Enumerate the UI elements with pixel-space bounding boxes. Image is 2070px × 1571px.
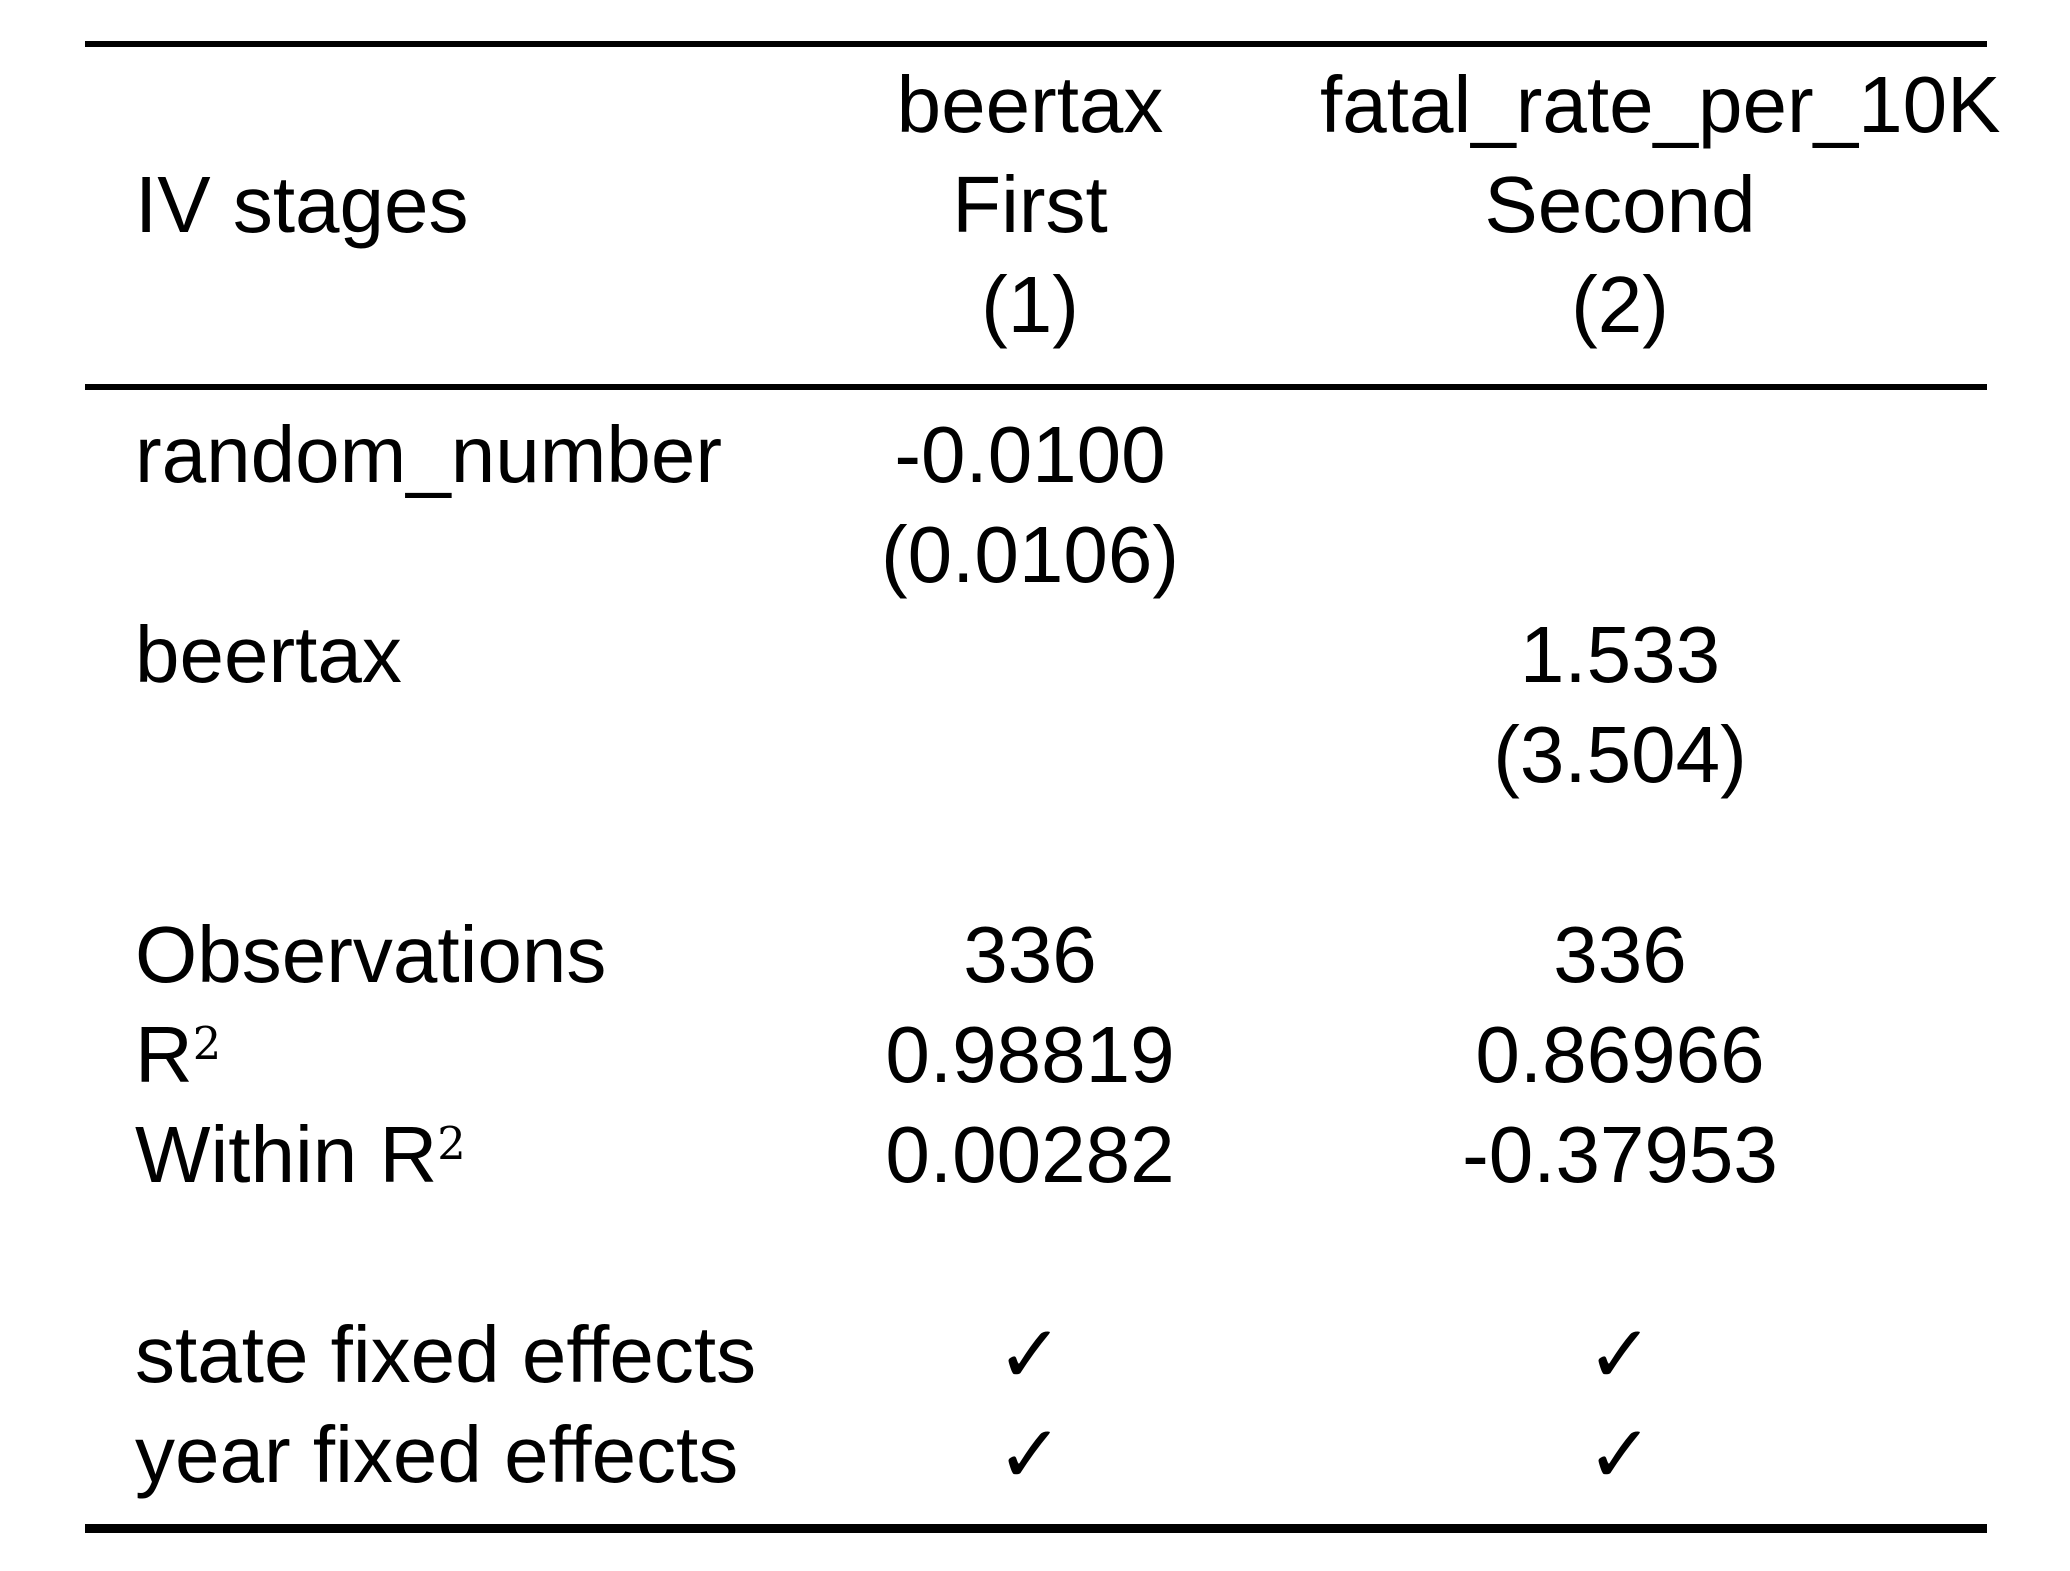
col1-beertax-stderr: [740, 705, 1320, 805]
table-body: random_number -0.0100 (0.0106) beertax 1…: [85, 405, 1987, 1505]
stats-label-r-squared: R2: [85, 1005, 740, 1105]
coef-row-random-number-estimate: random_number -0.0100: [85, 405, 1987, 505]
stats-label-within-r-squared: Within R2: [85, 1105, 740, 1205]
col2-beertax-stderr: (3.504): [1493, 710, 1747, 799]
col1-depvar-header: beertax: [896, 60, 1164, 149]
coef-label-random-number: random_number: [135, 410, 722, 499]
coef-row-beertax-stderr: (3.504): [85, 705, 1987, 805]
col2-observations-value: 336: [1553, 910, 1687, 999]
coef-label-beertax: beertax: [135, 610, 402, 699]
fe-label-state: state fixed effects: [135, 1310, 757, 1399]
col2-random-number-stderr: [1320, 505, 1920, 605]
header-row-depvars: beertax fatal_rate_per_10K: [85, 55, 2001, 155]
coef-stderr-spacer: [85, 705, 740, 805]
stats-label-observations: Observations: [135, 910, 607, 999]
stats-row-within-r-squared: Within R2 0.00282 -0.37953: [85, 1105, 1987, 1205]
checkmark-icon: ✓: [996, 1308, 1064, 1401]
coef-row-beertax-estimate: beertax 1.533: [85, 605, 1987, 705]
col1-random-number-estimate: -0.0100: [894, 410, 1166, 499]
row-label-header: IV stages: [135, 160, 469, 249]
fe-row-state: state fixed effects ✓ ✓: [85, 1305, 1987, 1405]
spacer-row: [85, 1205, 1987, 1305]
col2-beertax-estimate: 1.533: [1519, 610, 1721, 699]
checkmark-icon: ✓: [1586, 1308, 1654, 1401]
col1-observations-value: 336: [963, 910, 1097, 999]
fe-label-year: year fixed effects: [135, 1410, 739, 1499]
coef-stderr-spacer: [85, 505, 740, 605]
within-r-squared-sup: 2: [437, 1116, 466, 1170]
col1-random-number-stderr: (0.0106): [881, 510, 1179, 599]
col2-random-number-estimate: [1320, 405, 1920, 505]
col2-r-squared-value: 0.86966: [1475, 1010, 1765, 1099]
checkmark-icon: ✓: [1586, 1408, 1654, 1501]
coef-row-random-number-stderr: (0.0106): [85, 505, 1987, 605]
table-top-rule: [85, 41, 1987, 47]
col1-stage-header: First: [952, 160, 1108, 249]
col2-within-r-squared-value: -0.37953: [1462, 1110, 1778, 1199]
col1-model-number: (1): [981, 260, 1079, 349]
stats-row-r-squared: R2 0.98819 0.86966: [85, 1005, 1987, 1105]
col2-stage-header: Second: [1484, 160, 1756, 249]
r-squared-base: R: [135, 1010, 193, 1099]
col1-within-r-squared-value: 0.00282: [885, 1110, 1175, 1199]
header-depvar-spacer: [85, 55, 740, 155]
table-mid-rule: [85, 384, 1987, 390]
col1-beertax-estimate: [740, 605, 1320, 705]
table-bottom-rule: [85, 1524, 1987, 1533]
header-number-spacer: [85, 255, 740, 355]
table-header: beertax fatal_rate_per_10K IV stages Fir…: [85, 55, 2001, 355]
fe-row-year: year fixed effects ✓ ✓: [85, 1405, 1987, 1505]
regression-table: beertax fatal_rate_per_10K IV stages Fir…: [85, 41, 2001, 1533]
col2-depvar-header: fatal_rate_per_10K: [1320, 60, 2001, 149]
stats-row-observations: Observations 336 336: [85, 905, 1987, 1005]
checkmark-icon: ✓: [996, 1408, 1064, 1501]
col2-model-number: (2): [1571, 260, 1669, 349]
spacer-row: [85, 805, 1987, 905]
header-row-stages: IV stages First Second: [85, 155, 1987, 255]
col1-r-squared-value: 0.98819: [885, 1010, 1175, 1099]
within-r-squared-base: Within R: [135, 1110, 438, 1199]
r-squared-sup: 2: [192, 1016, 222, 1070]
header-row-model-numbers: (1) (2): [85, 255, 1987, 355]
